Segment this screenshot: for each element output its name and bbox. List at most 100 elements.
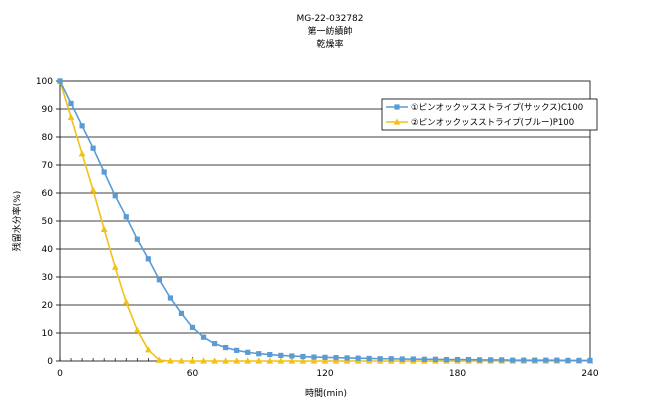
y-axis-label: 残留水分率(%) (11, 191, 23, 252)
data-point (454, 357, 461, 363)
data-point (57, 78, 63, 84)
legend-marker (393, 118, 401, 125)
data-point (322, 354, 328, 360)
data-point (510, 357, 516, 363)
data-point (432, 356, 439, 362)
data-point (189, 357, 196, 364)
legend-box (381, 98, 598, 131)
data-point (222, 357, 230, 364)
data-point (79, 123, 85, 129)
y-tick-label: 90 (42, 105, 54, 115)
chart-title-line-1: MG-22-032782 (296, 14, 363, 24)
data-point (399, 356, 405, 362)
data-point (200, 357, 207, 364)
data-point (133, 326, 141, 333)
data-point (521, 357, 527, 363)
data-point (123, 214, 129, 220)
y-tick-label: 30 (42, 273, 54, 283)
series-group (56, 77, 594, 364)
x-axis-label: 時間(min) (305, 388, 347, 399)
data-point (266, 357, 274, 364)
chart-title-line-3: 乾燥率 (316, 38, 343, 50)
data-point (78, 150, 86, 157)
data-point (443, 357, 450, 363)
data-point (355, 355, 361, 361)
data-point (145, 256, 151, 262)
data-point (178, 310, 185, 316)
legend-label: ①ピンオックッスストライプ(サックス)C100 (411, 103, 583, 113)
data-point (289, 353, 295, 359)
data-point (300, 353, 306, 360)
series-1 (57, 78, 593, 364)
x-tick-label: 180 (449, 369, 466, 379)
x-tick-label: 60 (187, 369, 199, 379)
data-point (332, 357, 340, 364)
data-point (299, 357, 307, 364)
data-point (488, 357, 494, 363)
data-point (333, 355, 339, 361)
y-tick-label: 60 (42, 189, 54, 199)
legend-marker (394, 104, 400, 110)
data-point (101, 169, 107, 175)
data-point (499, 357, 505, 363)
data-point (100, 225, 108, 232)
data-point (255, 357, 263, 364)
data-point (144, 346, 152, 353)
data-point (111, 263, 119, 270)
y-tick-label: 50 (42, 217, 54, 227)
y-tick-label: 0 (47, 357, 53, 367)
data-point (421, 356, 427, 362)
data-point (278, 352, 284, 358)
data-point (178, 357, 185, 364)
y-axis-ticks: 0 10 20 30 40 50 60 70 80 90 100 (36, 77, 60, 367)
y-tick-label: 100 (36, 77, 53, 87)
x-tick-label: 0 (57, 369, 63, 379)
data-point (388, 356, 394, 362)
data-point (377, 356, 383, 362)
data-point (122, 298, 130, 305)
y-tick-label: 80 (42, 133, 54, 143)
legend-items: ①ピンオックッスストライプ(サックス)C100 ②ピンオックッスストライプ(ブルー… (386, 103, 583, 128)
data-point (155, 356, 163, 363)
chart-title-line-2: 第一紡績帥 (307, 25, 352, 37)
data-point (245, 349, 251, 355)
data-point (554, 357, 560, 363)
data-point (267, 351, 273, 358)
data-point (587, 357, 593, 364)
chart-title: MG-22-032782 第一紡績帥 乾燥率 (296, 14, 363, 50)
x-tick-label: 120 (316, 369, 333, 379)
data-point (565, 357, 571, 364)
data-point (476, 357, 483, 363)
data-point (90, 145, 96, 151)
data-point (310, 357, 318, 364)
data-point (233, 357, 241, 364)
y-tick-label: 10 (42, 329, 54, 339)
data-point (189, 324, 196, 330)
legend: ①ピンオックッスストライプ(サックス)C100 ②ピンオックッスストライプ(ブルー… (381, 98, 598, 131)
data-point (167, 295, 174, 301)
data-point (311, 354, 317, 360)
data-point (223, 344, 229, 351)
data-point (543, 357, 549, 363)
legend-item-1: ①ピンオックッスストライプ(サックス)C100 (386, 103, 583, 113)
data-point (465, 357, 472, 363)
legend-label: ②ピンオックッスストライプ(ブルー)P100 (411, 117, 574, 128)
data-point (167, 357, 174, 364)
data-point (67, 113, 75, 120)
data-point (112, 193, 118, 199)
y-tick-label: 20 (42, 301, 54, 311)
data-point (256, 351, 262, 357)
data-point (288, 357, 296, 364)
data-point (89, 186, 97, 193)
data-point (366, 355, 372, 362)
data-point (321, 357, 329, 364)
y-tick-label: 40 (42, 245, 54, 255)
data-point (244, 357, 252, 364)
data-point (200, 334, 207, 340)
data-point (68, 100, 74, 106)
data-point (277, 357, 285, 364)
data-point (532, 357, 538, 363)
data-point (234, 347, 240, 353)
data-point (134, 236, 140, 242)
